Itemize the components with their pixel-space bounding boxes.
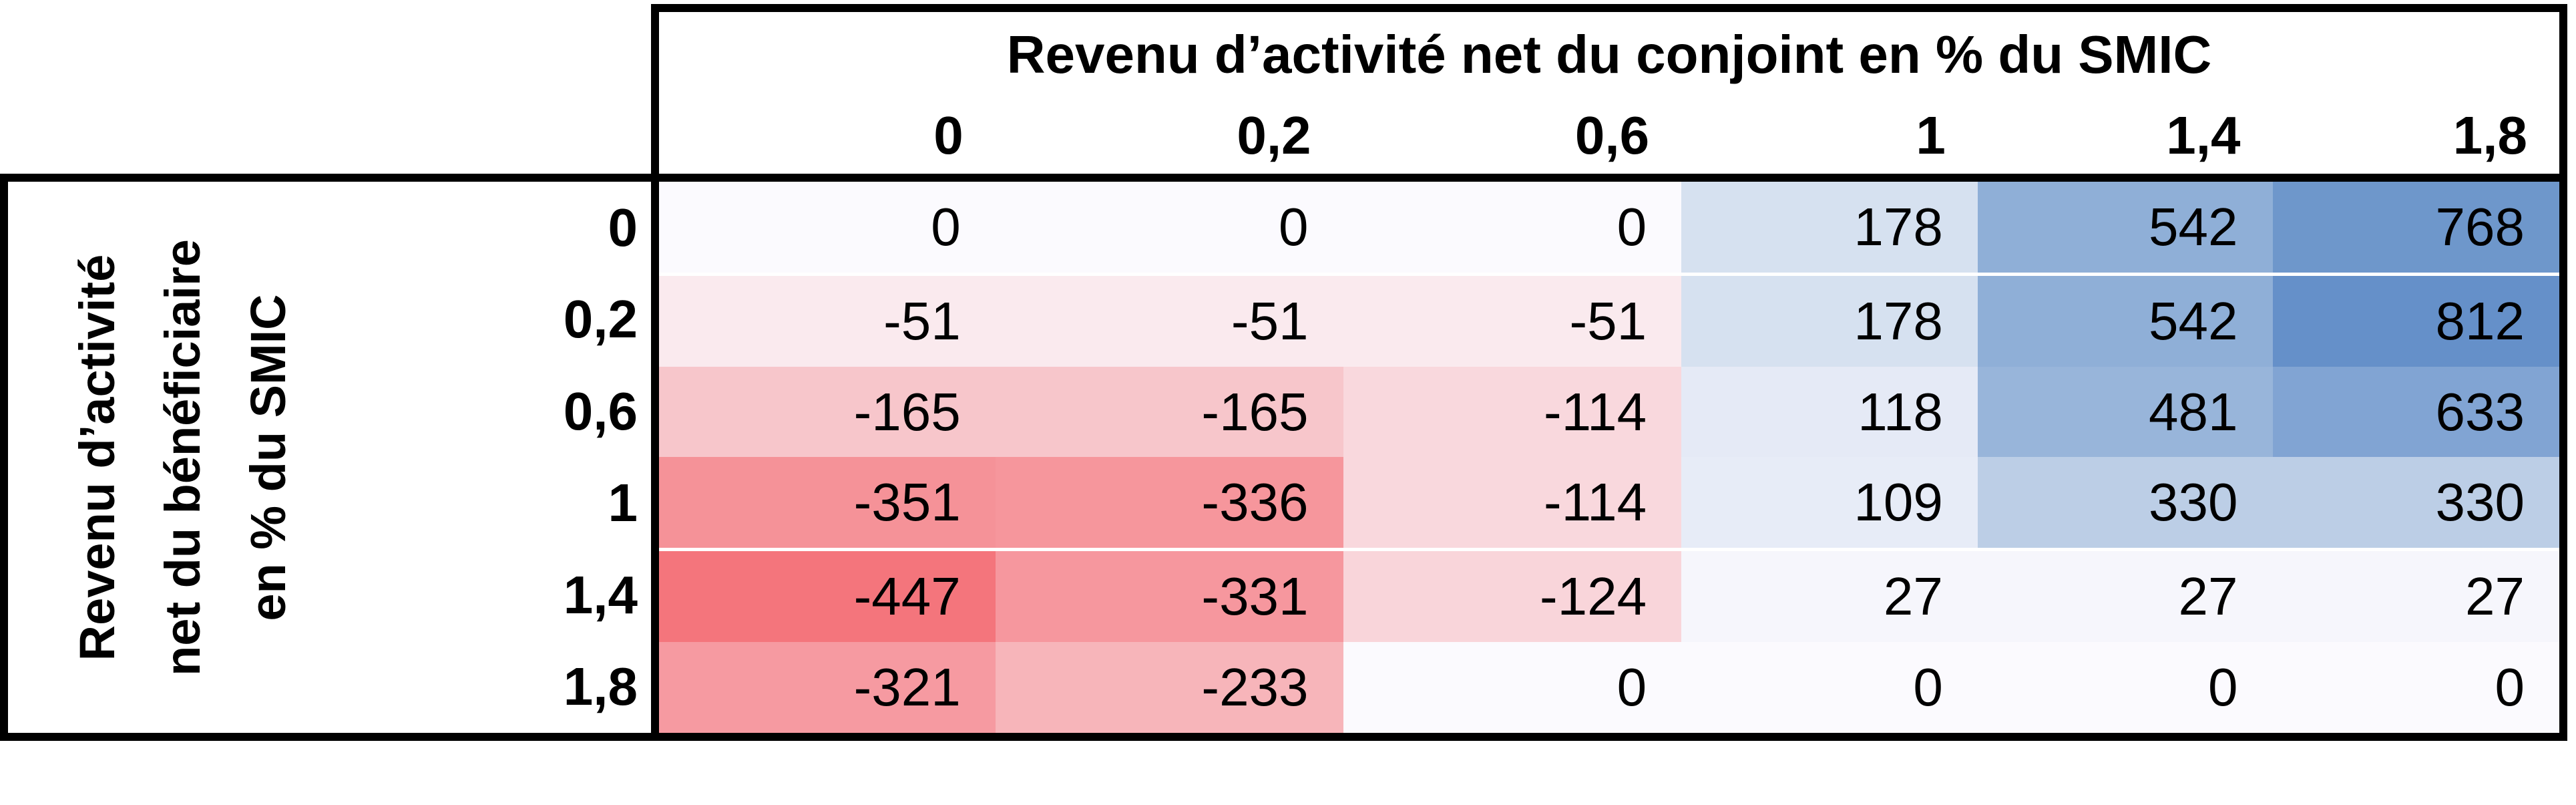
column-header-box: Revenu d’activité net du conjoint en % d… [651,4,2567,182]
heatmap-row: -447 -331 -124 27 27 27 [659,551,2559,643]
heatmap-row: 0 0 0 178 542 768 [659,182,2559,276]
heatmap-row: -351 -336 -114 109 330 330 [659,457,2559,552]
heatmap-cell: 118 [1681,366,1978,458]
heatmap-cell: 633 [2272,366,2559,458]
heatmap-cell: 330 [1977,457,2273,548]
column-label: 0,2 [1237,106,1311,166]
heatmap-cell: 768 [2272,182,2559,273]
row-header: Revenu d’activité net du bénéficiaire en %… [8,182,659,733]
column-label: 1,8 [2452,106,2527,166]
heatmap-grid: 0 0 0 178 542 768 -51 -51 -51 178 542 812 -165 -165 -1… [659,182,2559,733]
row-label: 0,6 [563,381,638,441]
heatmap-cell: -321 [659,642,996,733]
heatmap-cell: -124 [1343,551,1682,643]
heatmap-cell: -351 [659,457,996,548]
heatmap-cell: 27 [1977,551,2273,643]
row-label: 1 [608,473,638,533]
column-label: 1,4 [2166,106,2241,166]
column-label: 1 [1916,106,1946,166]
heatmap-cell: 0 [659,182,996,273]
row-label: 1,4 [563,565,638,625]
heatmap-cell: 178 [1681,275,1978,367]
heatmap-cell: -233 [995,642,1343,733]
row-label: 0,2 [563,289,638,349]
heatmap-cell: -336 [995,457,1343,548]
table-body: Revenu d’activité net du bénéficiaire en %… [0,174,2567,741]
row-label: 1,8 [563,657,638,717]
heatmap-cell: 0 [995,182,1343,273]
row-label: 0 [608,197,638,257]
heatmap-cell: -447 [659,551,996,643]
heatmap-cell: -331 [995,551,1343,643]
row-labels-column: 0 0,2 0,6 1 1,4 1,8 [8,182,651,733]
heatmap-cell: 178 [1681,182,1978,273]
column-axis-title: Revenu d’activité net du conjoint en % d… [1006,25,2212,85]
heatmap-cell: 481 [1977,366,2273,458]
heatmap-cell: 0 [1977,642,2273,733]
column-label: 0 [933,106,963,166]
heatmap-cell: 0 [1681,642,1978,733]
heatmap-cell: -51 [995,275,1343,367]
heatmap-cell: 0 [2272,642,2559,733]
heatmap-cell: 27 [2272,551,2559,643]
column-label: 0,6 [1574,106,1650,166]
heatmap-cell: 542 [1977,275,2273,367]
heatmap-cell: -165 [659,366,996,458]
heatmap-row: -51 -51 -51 178 542 812 [659,275,2559,367]
column-labels-row: 0 0,2 0,6 1 1,4 1,8 [659,98,2559,174]
heatmap-row: -165 -165 -114 118 481 633 [659,366,2559,458]
heatmap-cell: 109 [1681,457,1978,548]
heatmap-row: -321 -233 0 0 0 0 [659,642,2559,733]
heatmap-cell: -114 [1343,457,1682,548]
heatmap-cell: -51 [1343,275,1682,367]
heatmap-cell: 0 [1343,182,1682,273]
heatmap-cell: 542 [1977,182,2273,273]
heatmap-cell: 0 [1343,642,1682,733]
heatmap-cell: 27 [1681,551,1978,643]
heatmap-cell: 812 [2272,275,2559,367]
heatmap-cell: -165 [995,366,1343,458]
heatmap-cell: 330 [2272,457,2559,548]
heatmap-cell: -114 [1343,366,1682,458]
heatmap-cell: -51 [659,275,996,367]
